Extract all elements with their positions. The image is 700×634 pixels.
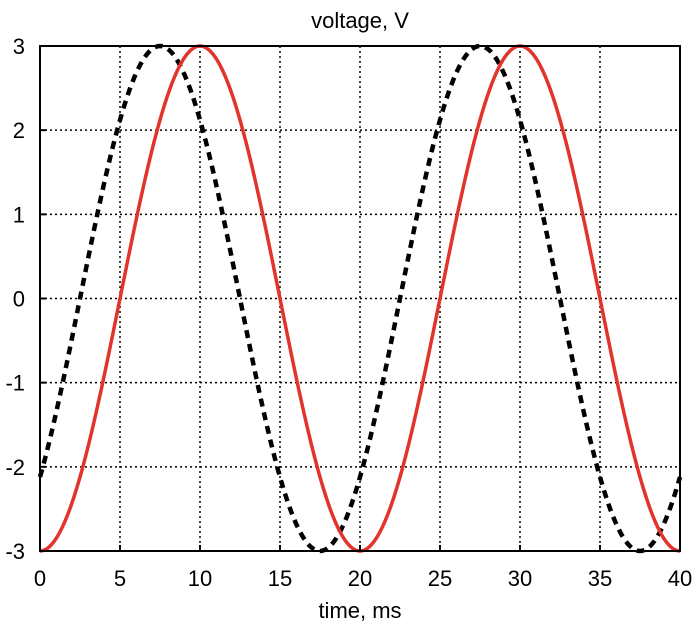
x-tick-label: 15 <box>268 566 292 591</box>
y-tick-label: 3 <box>13 34 25 59</box>
x-tick-label: 30 <box>508 566 532 591</box>
chart-title: voltage, V <box>311 8 409 33</box>
x-tick-label: 25 <box>428 566 452 591</box>
series-line-1 <box>37 43 683 554</box>
y-tick-label: 0 <box>13 287 25 312</box>
x-axis-label: time, ms <box>318 598 401 623</box>
y-tick-label: 1 <box>13 202 25 227</box>
grid <box>40 46 680 551</box>
x-tick-label: 35 <box>588 566 612 591</box>
y-tick-labels: 3 2 1 0 -1 -2 -3 <box>5 34 46 564</box>
x-tick-label: 0 <box>34 566 46 591</box>
y-tick-label: -1 <box>5 371 25 396</box>
y-tick-label: 2 <box>13 118 25 143</box>
x-tick-label: 5 <box>114 566 126 591</box>
y-tick-label: -3 <box>5 539 25 564</box>
x-tick-label: 40 <box>668 566 692 591</box>
x-tick-label: 10 <box>188 566 212 591</box>
x-tick-label: 20 <box>348 566 372 591</box>
y-tick-label: -2 <box>5 455 25 480</box>
x-tick-labels: 0 5 10 15 20 25 30 35 40 <box>34 545 692 591</box>
